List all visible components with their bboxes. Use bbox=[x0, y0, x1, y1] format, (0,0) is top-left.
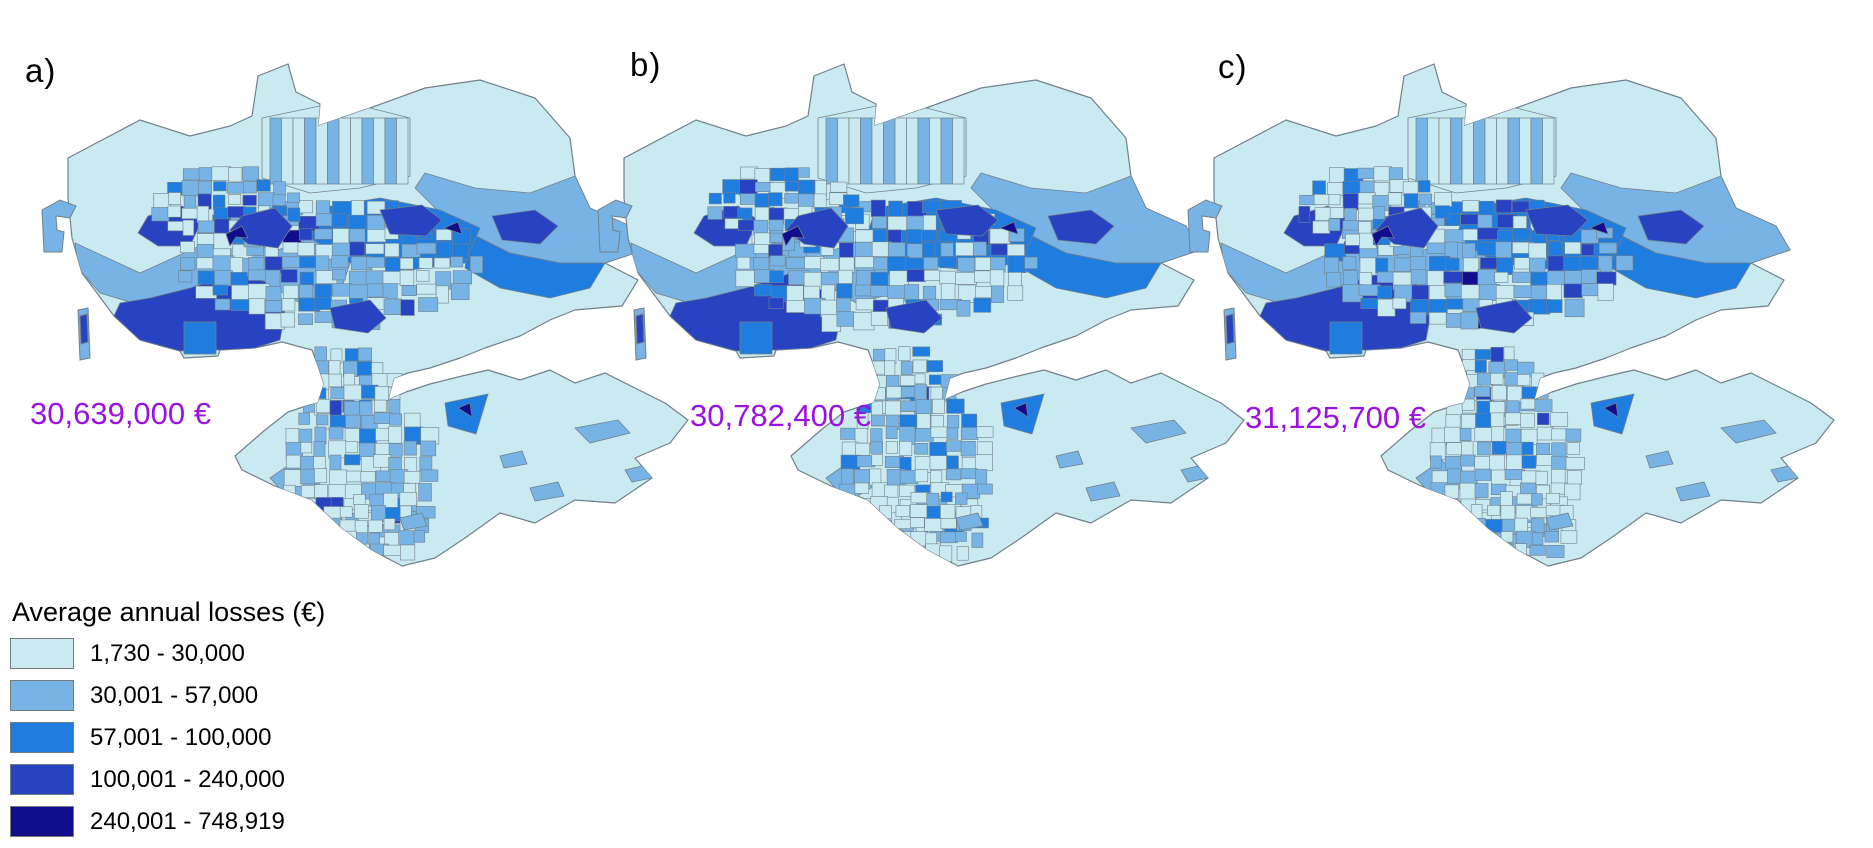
legend-class-label-1: 1,730 - 30,000 bbox=[90, 640, 245, 667]
map-panel-c bbox=[1176, 58, 1841, 578]
legend-class-label-3: 57,001 - 100,000 bbox=[90, 724, 272, 751]
choropleth-map-b bbox=[597, 63, 1245, 567]
choropleth-map-c bbox=[1187, 63, 1835, 567]
legend-row-2: 30,001 - 57,000 bbox=[10, 680, 325, 722]
panel-label-b: b) bbox=[630, 46, 662, 83]
legend-swatch-4 bbox=[10, 764, 74, 795]
legend-swatch-2 bbox=[10, 680, 74, 711]
legend-rows: 1,730 - 30,000 30,001 - 57,000 57,001 - 10… bbox=[10, 638, 325, 848]
legend-row-1: 1,730 - 30,000 bbox=[10, 638, 325, 680]
legend: Average annual losses (€) 1,730 - 30,000… bbox=[10, 597, 325, 848]
legend-class-label-2: 30,001 - 57,000 bbox=[90, 682, 259, 709]
total-losses-value-a: 30,639,000 € bbox=[30, 396, 212, 431]
legend-row-5: 240,001 - 748,919 bbox=[10, 806, 325, 848]
legend-class-label-5: 240,001 - 748,919 bbox=[90, 808, 285, 835]
total-losses-value-c: 31,125,700 € bbox=[1245, 400, 1427, 435]
total-losses-value-b: 30,782,400 € bbox=[690, 398, 872, 433]
legend-row-3: 57,001 - 100,000 bbox=[10, 722, 325, 764]
legend-swatch-3 bbox=[10, 722, 74, 753]
legend-class-label-4: 100,001 - 240,000 bbox=[90, 766, 285, 793]
map-panel-b bbox=[586, 58, 1251, 578]
legend-row-4: 100,001 - 240,000 bbox=[10, 764, 325, 806]
legend-swatch-1 bbox=[10, 638, 74, 669]
map-panel-a bbox=[30, 58, 695, 578]
panel-label-a: a) bbox=[25, 52, 57, 89]
legend-title: Average annual losses (€) bbox=[12, 597, 326, 627]
choropleth-map-a bbox=[41, 63, 689, 567]
panel-label-c: c) bbox=[1218, 48, 1248, 85]
legend-swatch-5 bbox=[10, 806, 74, 837]
